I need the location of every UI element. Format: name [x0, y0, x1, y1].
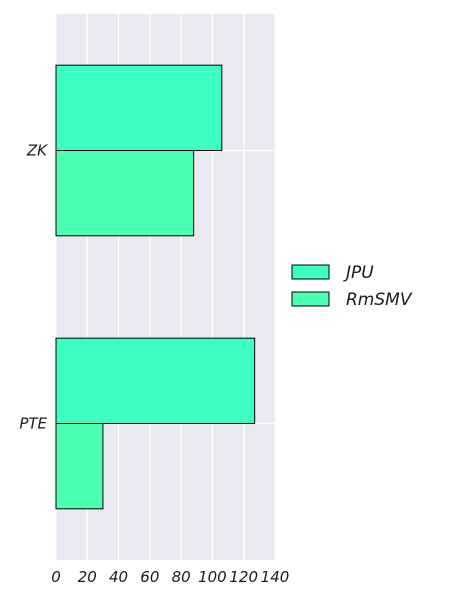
bar-rmsmv-zk	[55, 150, 195, 237]
x-tick-label: 80	[172, 568, 191, 586]
x-tick-label: 0	[51, 568, 61, 586]
x-tick-label: 120	[229, 568, 258, 586]
x-tick-label: 140	[261, 568, 290, 586]
legend-label: JPU	[343, 263, 374, 283]
bars	[55, 64, 256, 510]
x-tick-labels: 0 20 40 60 80 100 120 140	[51, 568, 289, 586]
legend-swatch	[291, 264, 330, 280]
bar-jpu-pte	[55, 337, 256, 424]
y-tick-label: ZK	[26, 142, 48, 160]
bar-jpu-zk	[55, 64, 223, 151]
bar-rmsmv-pte	[55, 423, 104, 510]
x-tick-label: 20	[78, 568, 97, 586]
x-tick-label: 60	[140, 568, 159, 586]
legend: JPU RmSMV	[291, 263, 413, 310]
legend-label: RmSMV	[346, 290, 413, 310]
y-tick-label: PTE	[19, 415, 47, 433]
legend-swatch	[291, 291, 330, 307]
y-tick-labels: ZK PTE	[19, 142, 48, 433]
x-tick-label: 40	[109, 568, 128, 586]
x-tick-label: 100	[198, 568, 227, 586]
